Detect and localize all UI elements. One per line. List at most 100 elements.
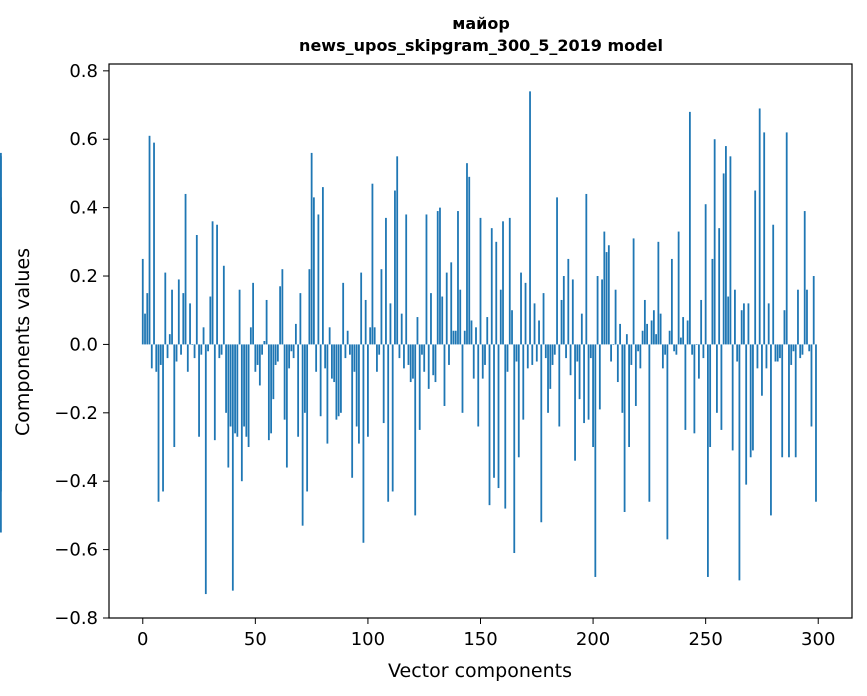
bar-263 xyxy=(734,289,736,345)
bar-162 xyxy=(506,344,509,372)
bars-group xyxy=(0,91,817,595)
bar-296 xyxy=(808,344,811,352)
bar-233 xyxy=(666,344,669,540)
bar-164 xyxy=(511,310,513,345)
bar-140 xyxy=(457,211,459,345)
bar-288 xyxy=(790,344,793,365)
bar-246 xyxy=(695,344,698,346)
bar-54 xyxy=(263,341,266,345)
bar-214 xyxy=(623,344,626,512)
bar-219 xyxy=(634,344,637,406)
bar-145 xyxy=(468,176,471,345)
bar-118 xyxy=(407,344,410,365)
bar-117 xyxy=(405,214,408,345)
bar-171 xyxy=(526,344,529,369)
bar-108 xyxy=(385,217,387,345)
bar-38 xyxy=(227,344,230,468)
bar-229 xyxy=(657,241,660,345)
bar-110 xyxy=(389,303,392,345)
bar-261 xyxy=(729,156,732,345)
bar-undefined xyxy=(0,293,2,345)
bar-205 xyxy=(603,231,606,345)
bar-265 xyxy=(738,344,741,581)
bar-52 xyxy=(258,344,261,386)
bar-180 xyxy=(547,344,549,413)
bar-220 xyxy=(637,344,640,352)
bar-119 xyxy=(409,344,412,383)
chart-subtitle: news_upos_skipgram_300_5_2019 model xyxy=(299,36,663,55)
bar-48 xyxy=(249,327,252,345)
bar-157 xyxy=(495,241,498,345)
bar-71 xyxy=(301,344,304,526)
bar-64 xyxy=(285,344,288,468)
bar-264 xyxy=(736,344,739,362)
bar-227 xyxy=(652,310,655,345)
bar-206 xyxy=(605,252,608,345)
bar-287 xyxy=(788,344,790,458)
bar-47 xyxy=(247,344,250,448)
bar-255 xyxy=(716,344,718,413)
bar-159 xyxy=(499,289,502,345)
bar-155 xyxy=(490,228,493,345)
bar-89 xyxy=(342,282,345,345)
bar-111 xyxy=(391,344,394,492)
bar-169 xyxy=(522,344,525,420)
x-axis-label: Vector components xyxy=(388,660,572,682)
bar-167 xyxy=(517,344,520,458)
bar-237 xyxy=(675,344,678,355)
bar-138 xyxy=(452,330,455,345)
bar-40 xyxy=(231,344,234,591)
bar-35 xyxy=(220,344,223,355)
bar-272 xyxy=(754,190,757,345)
bar-2 xyxy=(146,293,149,345)
bar-15 xyxy=(175,344,178,362)
bar-208 xyxy=(610,344,612,362)
bar-34 xyxy=(218,344,221,359)
bar-198 xyxy=(587,344,590,420)
bar-293 xyxy=(801,344,804,355)
bar-37 xyxy=(225,344,227,413)
bar-156 xyxy=(493,344,495,478)
bar-76 xyxy=(312,197,315,345)
bar-56 xyxy=(267,344,270,441)
bar-188 xyxy=(565,344,567,359)
bar-96 xyxy=(358,344,360,444)
bar-282 xyxy=(776,344,779,362)
bar-228 xyxy=(655,334,658,345)
bar-7 xyxy=(157,344,160,502)
bar-195 xyxy=(580,313,583,345)
bar-134 xyxy=(443,344,446,406)
bar-279 xyxy=(770,344,772,516)
bar-249 xyxy=(702,344,705,359)
bar-67 xyxy=(292,344,295,359)
bar-245 xyxy=(693,344,696,434)
bar-26 xyxy=(200,344,203,355)
bar-172 xyxy=(529,91,531,345)
bar-133 xyxy=(441,296,444,345)
bar-29 xyxy=(207,344,209,352)
bar-193 xyxy=(576,344,579,362)
axes-group: 0 50 100 150 200 250 300 −0.8 −0.6 −0.4 −0.2 0.0 0.2… xyxy=(54,61,835,650)
bar-10 xyxy=(164,272,167,345)
bar-207 xyxy=(607,245,610,345)
bar-4 xyxy=(150,344,153,369)
bar-267 xyxy=(743,303,745,345)
bar-291 xyxy=(797,289,799,345)
bar-200 xyxy=(592,344,594,448)
bar-97 xyxy=(360,272,363,345)
bar-30 xyxy=(209,296,212,345)
bar-187 xyxy=(562,276,565,345)
bar-73 xyxy=(306,344,309,492)
bar-177 xyxy=(540,344,543,523)
bar-252 xyxy=(709,344,712,448)
bar-183 xyxy=(553,344,556,355)
bar-262 xyxy=(731,344,734,451)
bar-225 xyxy=(648,344,651,502)
bar-61 xyxy=(279,286,282,345)
bar-283 xyxy=(779,344,781,359)
bar-256 xyxy=(718,228,721,345)
bar-141 xyxy=(459,289,462,345)
bar-292 xyxy=(799,344,802,359)
bar-226 xyxy=(650,320,653,345)
bar-99 xyxy=(364,299,367,345)
